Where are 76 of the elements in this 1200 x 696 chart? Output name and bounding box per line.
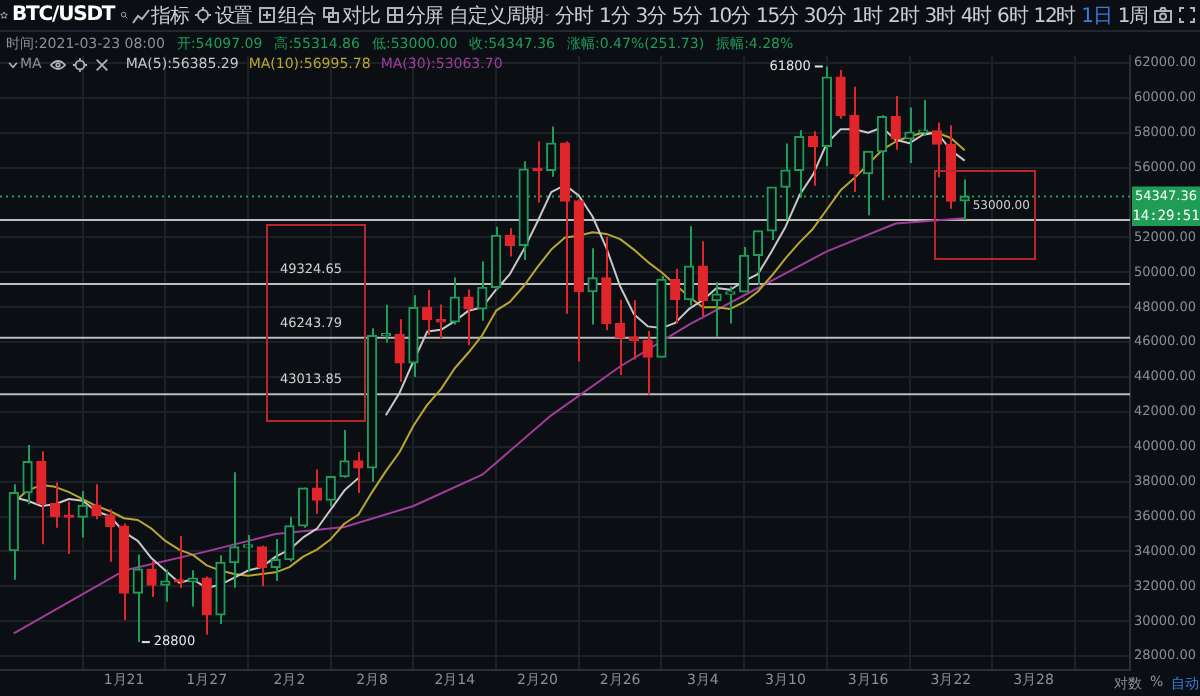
candlestick [656,274,667,358]
candlestick [573,198,584,363]
candlestick [63,500,75,555]
text: 12时 [1033,3,1076,29]
candlestick [601,235,612,332]
text: 10分 [708,3,750,29]
candlestick [422,289,433,337]
candlestick [77,489,88,539]
text: 分时 [555,3,594,29]
candlestick [463,288,474,347]
text: 设置 [214,3,253,29]
candlestick [311,468,323,515]
candlestick [201,575,212,636]
text: 6时 [997,3,1028,29]
candlestick [477,260,488,322]
candlestick [339,429,350,478]
text: 1日 [1081,3,1112,29]
candlestick [8,483,19,581]
candlestick [146,559,157,598]
candlestick [256,546,267,588]
candlestick [559,140,571,315]
candlestick [270,537,281,583]
candlestick [325,475,336,508]
text: 对比 [341,3,380,29]
text: 3分 [635,3,666,29]
candlestick [711,280,722,338]
candlestick [242,534,254,573]
candlestick [394,318,405,383]
candlestick [780,142,791,221]
candlestick [449,276,460,326]
candlestick [835,69,846,120]
candlestick [697,240,708,317]
text: 1分 [599,3,630,29]
text: 3时 [924,3,955,29]
candlestick [642,329,653,396]
candlestick [353,450,364,494]
text: 分屏 [405,3,444,29]
candlestick [160,568,171,603]
candlestick [91,483,102,521]
candlestick [187,569,199,608]
candlestick [229,471,240,589]
text: 4时 [960,3,992,29]
text: 自定义周期 [449,3,544,29]
candlestick [504,227,516,258]
candlestick [876,115,888,202]
candlestick [366,327,378,483]
candlestick [22,443,33,506]
candlestick [215,554,226,625]
candlestick [931,121,943,179]
text: 指标 [151,3,189,29]
candlestick [546,125,557,178]
candlestick [36,450,47,546]
text: 30分 [803,3,846,29]
candlestick [945,124,957,210]
text: 2时 [888,3,919,29]
text: 1周 [1117,3,1148,29]
candlestick [587,247,598,326]
candlestick [490,225,502,292]
candlestick [683,225,695,307]
text: 15分 [755,3,798,29]
candlestick [890,95,901,151]
candlestick [849,85,860,194]
candlestick [670,267,681,325]
text: 1时 [851,3,883,29]
candlestick [173,535,185,590]
chart-title: BTC/USDT [12,4,115,26]
candlestick [752,230,764,286]
text: 组合 [278,3,316,29]
candlestick [118,522,130,621]
candlestick [408,294,419,379]
candlestick [904,106,915,164]
candlestick [725,285,736,325]
candlestick [105,508,116,563]
candlestick [284,515,295,563]
candlestick [738,246,750,293]
text: 5分 [671,3,703,29]
